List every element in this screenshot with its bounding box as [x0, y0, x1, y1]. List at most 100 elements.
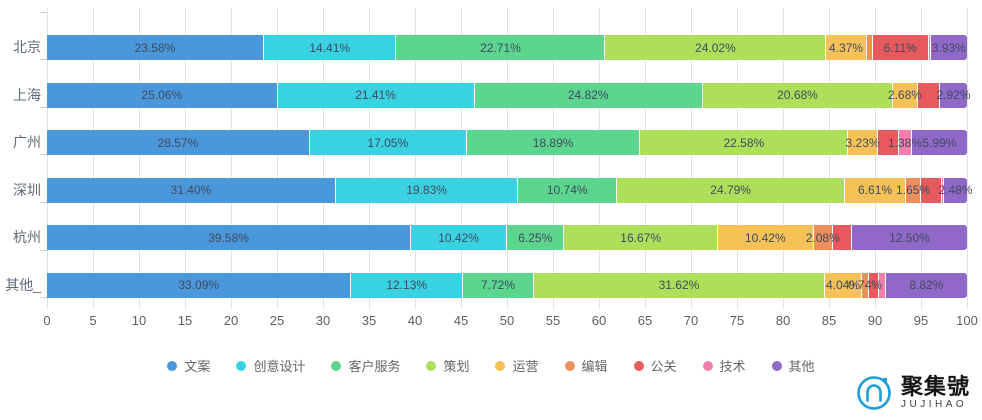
bar-segment-技术[interactable]	[878, 272, 886, 298]
legend-item-运营[interactable]: 运营	[495, 356, 539, 375]
bar-segment-创意设计[interactable]: 12.13%	[351, 272, 464, 298]
bar-segment-value: 2.08%	[805, 230, 840, 245]
bar-segment-公关[interactable]	[868, 272, 879, 298]
bar-segment-技术[interactable]	[942, 177, 945, 203]
gridline	[829, 8, 830, 309]
bar-segment-value: 1.38%	[888, 135, 923, 150]
legend-item-创意设计[interactable]: 创意设计	[236, 356, 305, 375]
y-axis-label: 其他_	[5, 276, 41, 293]
gridlines	[47, 8, 968, 309]
bar-segment-策划[interactable]: 24.79%	[617, 177, 846, 203]
bar-segment-客户服务[interactable]: 24.82%	[474, 82, 703, 108]
bar-segment-运营[interactable]: 4.04%	[824, 272, 863, 298]
bar-segment-创意设计[interactable]: 21.41%	[277, 82, 475, 108]
bar-segment-运营[interactable]: 10.42%	[717, 225, 814, 251]
legend-item-编辑[interactable]: 编辑	[564, 356, 608, 375]
bar-segment-公关[interactable]	[832, 225, 852, 251]
bar-segment-其他[interactable]: 12.50%	[851, 225, 967, 251]
x-axis-tick-label: 60	[591, 313, 607, 328]
bar-segment-创意设计[interactable]: 17.05%	[309, 130, 467, 156]
bar-segment-其他[interactable]: 8.82%	[885, 272, 967, 298]
bar-segment-运营[interactable]: 3.23%	[846, 130, 880, 156]
bar-segment-value: 23.58%	[134, 40, 176, 55]
x-axis-tick-label: 85	[821, 313, 837, 328]
legend-dot-icon	[331, 360, 342, 371]
bar-segment-编辑[interactable]: 0.74%	[848, 272, 882, 298]
legend-dot-icon	[495, 360, 506, 371]
bar-segment-策划[interactable]: 24.02%	[605, 35, 827, 60]
legend-label: 公关	[650, 359, 677, 374]
gridline	[645, 8, 646, 309]
x-axis-tick-label: 20	[223, 313, 239, 328]
legend-label: 其他	[788, 359, 815, 374]
bar-segment-其他[interactable]: 2.92%	[937, 82, 971, 108]
legend-item-文案[interactable]: 文案	[167, 356, 210, 375]
bar-segment-编辑[interactable]: 2.08%	[806, 225, 840, 251]
bar-segment-文案[interactable]: 25.06%	[47, 82, 278, 108]
bar-segment-value: 21.41%	[355, 88, 396, 103]
bar-segment-客户服务[interactable]: 6.25%	[506, 225, 565, 251]
bar-segment-客户服务[interactable]: 22.71%	[396, 35, 606, 60]
bar-segment-value: 12.50%	[889, 230, 930, 245]
bar-segment-公关[interactable]: 6.11%	[872, 35, 929, 60]
bar-segment-技术[interactable]	[928, 35, 931, 60]
bar-segment-策划[interactable]: 16.67%	[564, 225, 718, 251]
bar-segment-value: 24.79%	[710, 183, 751, 198]
bar-segment-文案[interactable]: 39.58%	[47, 225, 412, 251]
legend-label: 客户服务	[348, 359, 401, 374]
bar-segment-value: 5.99%	[922, 135, 957, 150]
bar-segment-文案[interactable]: 31.40%	[47, 177, 336, 203]
gridline	[967, 8, 968, 309]
bar-segment-value: 7.72%	[481, 278, 516, 293]
bar-segment-文案[interactable]: 23.58%	[47, 35, 264, 60]
bar-segment-运营[interactable]: 4.37%	[826, 35, 867, 60]
legend-item-其他[interactable]: 其他	[771, 356, 815, 375]
bar-segment-其他[interactable]: 2.48%	[939, 177, 973, 203]
gridline	[231, 8, 232, 309]
x-axis-tick-label: 35	[361, 313, 377, 328]
legend-item-策划[interactable]: 策划	[426, 356, 469, 375]
bar-segment-其他[interactable]: 5.99%	[911, 130, 967, 156]
legend-dot-icon	[236, 360, 247, 371]
legend-dot-icon	[167, 360, 178, 371]
bar-segment-value: 1.65%	[896, 183, 931, 198]
bar-segment-公关[interactable]	[921, 177, 943, 203]
bar-segment-客户服务[interactable]: 18.89%	[466, 130, 641, 156]
legend-label: 技术	[719, 359, 746, 374]
bar-segment-编辑[interactable]	[866, 35, 873, 60]
legend-dot-icon	[564, 360, 575, 371]
bar-segment-value: 12.13%	[386, 278, 428, 293]
x-axis-tick-label: 65	[637, 313, 653, 328]
bar-segment-技术[interactable]: 1.38%	[888, 130, 922, 156]
bar-segment-运营[interactable]: 6.61%	[845, 177, 906, 203]
bar-segment-其他[interactable]: 3.93%	[930, 35, 967, 60]
bar-segment-文案[interactable]: 28.57%	[47, 130, 310, 156]
legend-label: 编辑	[581, 359, 608, 374]
y-axis-tick	[40, 201, 47, 203]
bar-segment-策划[interactable]: 31.62%	[534, 272, 825, 298]
bar-segment-运营[interactable]: 2.68%	[888, 82, 922, 108]
bar-segment-客户服务[interactable]: 7.72%	[463, 272, 535, 298]
bar-segment-策划[interactable]: 20.68%	[702, 82, 894, 108]
bar-segment-文案[interactable]: 33.09%	[47, 272, 352, 298]
gridline	[415, 8, 416, 309]
legend-dot-icon	[771, 360, 782, 371]
bar-segment-value: 28.57%	[157, 135, 199, 150]
legend-item-技术[interactable]: 技术	[702, 356, 746, 375]
bar-segment-创意设计[interactable]: 19.83%	[335, 177, 519, 203]
legend-item-客户服务[interactable]: 客户服务	[331, 356, 400, 375]
bar-segment-value: 14.41%	[309, 40, 351, 55]
bar-segment-创意设计[interactable]: 10.42%	[411, 225, 507, 251]
bar-segment-创意设计[interactable]: 14.41%	[263, 35, 397, 60]
bar-segment-公关[interactable]	[917, 82, 941, 108]
bar-segment-策划[interactable]: 22.58%	[640, 130, 849, 156]
bar-segment-公关[interactable]	[877, 130, 900, 156]
bar-segment-编辑[interactable]: 1.65%	[896, 177, 930, 203]
bar-segment-客户服务[interactable]: 10.74%	[518, 177, 618, 203]
legend-item-公关[interactable]: 公关	[633, 356, 677, 375]
bar-segment-value: 24.82%	[567, 88, 609, 103]
watermark-title: 聚集號	[900, 374, 970, 400]
bar-segment-value: 19.83%	[406, 183, 447, 198]
x-axis: 0 5 10 15 20 25 30 35 40 45 50 55 60 65 70 75 80 85 90 95 10…	[43, 313, 977, 331]
